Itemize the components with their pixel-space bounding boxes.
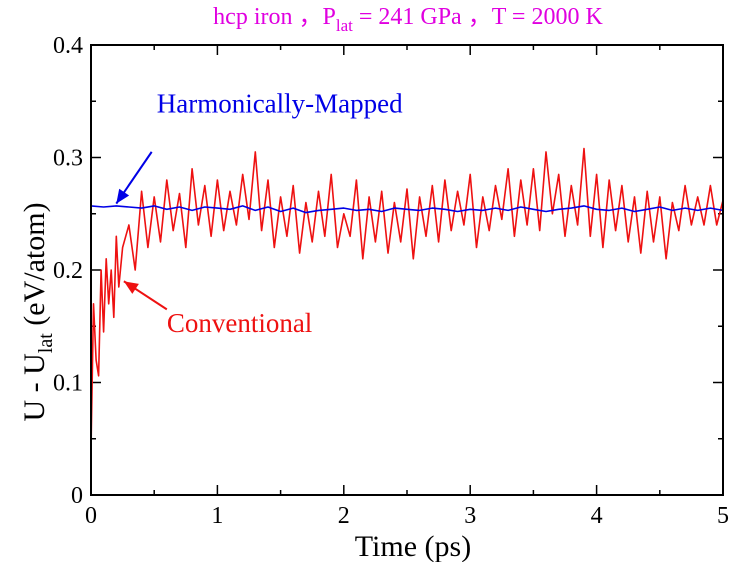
x-axis-label: Time (ps) [355, 530, 471, 562]
x-tick-label: 4 [591, 503, 603, 529]
chart-title-suffix: = 241 GPa ，T = 2000 K [353, 4, 604, 30]
chart-title-subscript: lat [336, 16, 353, 35]
series-line-conventional [90, 147, 724, 451]
annotation-arrow-head [123, 281, 139, 294]
y-axis-label-prefix: U - U [18, 353, 51, 422]
x-tick-label: 5 [717, 503, 729, 529]
annotation-arrow-head [116, 188, 130, 204]
ticks-layer: 0 1 2 3 4 5 0 0.1 0.2 0.3 0.4 [53, 33, 729, 529]
y-axis-label-group: U - Ulat (eV/atom) [18, 202, 57, 421]
x-tick-label: 0 [85, 503, 97, 529]
annotation-label: Harmonically-Mapped [157, 89, 403, 119]
y-axis-label: U - Ulat (eV/atom) [18, 202, 57, 421]
y-tick-label: 0.3 [53, 146, 83, 172]
y-axis-label-suffix: (eV/atom) [18, 202, 51, 333]
x-tick-label: 3 [464, 503, 476, 529]
x-tick-label: 2 [338, 503, 350, 529]
series-line-harmonically-mapped [90, 205, 724, 214]
y-axis-label-subscript: lat [35, 333, 57, 353]
y-tick-label: 0.1 [53, 371, 83, 397]
x-tick-label: 1 [211, 503, 223, 529]
y-tick-label: 0.4 [53, 33, 83, 59]
annotation-layer: Harmonically-Mapped Conventional [115, 89, 403, 338]
y-tick-label: 0.2 [53, 258, 83, 284]
chart-title-prefix: hcp iron ，P [213, 4, 336, 30]
series-layer [90, 147, 724, 451]
annotation-label: Conventional [167, 308, 312, 338]
plot-frame [90, 44, 724, 496]
chart-title: hcp iron ，Plat = 241 GPa ，T = 2000 K [213, 4, 603, 35]
y-tick-label: 0 [71, 483, 83, 509]
